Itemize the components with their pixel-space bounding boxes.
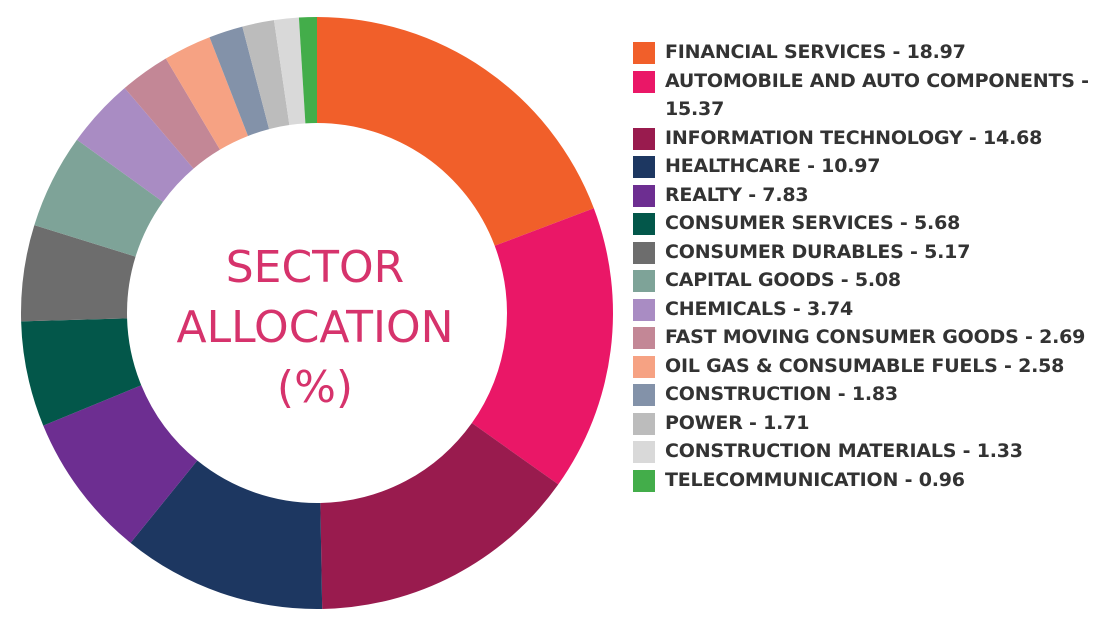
slice-consumer-durables [21,225,136,322]
slice-consumer-services [21,318,142,426]
legend-label: CHEMICALS - 3.74 [665,297,854,320]
legend-label: CONSTRUCTION MATERIALS - 1.33 [665,440,1023,462]
legend-label: AUTOMOBILE AND AUTO COMPONENTS - 15.37 [665,69,1089,121]
legend-item: CAPITAL GOODS - 5.08 [633,266,1103,295]
legend-item: CONSTRUCTION - 1.83 [633,380,1103,409]
slice-power [242,20,290,130]
slice-capital-goods [34,139,163,257]
legend-item: OIL GAS & CONSUMABLE FUELS - 2.58 [633,352,1103,381]
legend-swatch [633,42,655,64]
legend-item: CONSUMER SERVICES - 5.68 [633,209,1103,238]
legend-item: HEALTHCARE - 10.97 [633,152,1103,181]
chart-legend: FINANCIAL SERVICES - 18.97 AUTOMOBILE AND… [633,38,1103,494]
legend-swatch [633,270,655,292]
legend-swatch [633,355,655,378]
legend-swatch [633,412,655,435]
legend-swatch [633,70,655,93]
legend-swatch [633,213,655,235]
slice-information-technology [320,423,559,609]
slice-fast-moving-consumer-goods [124,58,220,169]
chart-title-line-2: ALLOCATION [176,302,454,353]
legend-label: POWER - 1.71 [665,411,810,434]
slice-telecommunication [298,17,317,124]
legend-swatch [633,184,655,207]
legend-swatch [633,298,655,321]
slice-chemicals [76,88,194,202]
slice-automobile-and-auto-components [471,208,613,485]
legend-item: AUTOMOBILE AND AUTO COMPONENTS - 15.37 [633,67,1103,124]
legend-item: CONSUMER DURABLES - 5.17 [633,238,1103,267]
legend-item: FINANCIAL SERVICES - 18.97 [633,38,1103,67]
legend-item: REALTY - 7.83 [633,181,1103,210]
legend-label: INFORMATION TECHNOLOGY - 14.68 [665,126,1043,149]
slice-construction-materials [273,17,306,126]
slice-realty [43,385,198,543]
legend-label: OIL GAS & CONSUMABLE FUELS - 2.58 [665,354,1065,377]
legend-label: HEALTHCARE - 10.97 [665,155,881,177]
chart-title: SECTOR ALLOCATION (%) [110,238,520,418]
legend-label: CONSUMER SERVICES - 5.68 [665,212,961,234]
legend-item: TELECOMMUNICATION - 0.96 [633,466,1103,495]
legend-label: CONSTRUCTION - 1.83 [665,383,898,405]
legend-swatch [633,127,655,150]
legend-swatch [633,469,655,492]
legend-swatch [633,241,655,264]
chart-title-line-1: SECTOR [225,242,405,293]
legend-item: CONSTRUCTION MATERIALS - 1.33 [633,437,1103,466]
legend-swatch [633,441,655,463]
legend-item: FAST MOVING CONSUMER GOODS - 2.69 [633,323,1103,352]
slice-financial-services [317,17,594,246]
legend-swatch [633,156,655,178]
legend-label: REALTY - 7.83 [665,183,809,206]
donut-chart [21,17,613,609]
legend-label: FINANCIAL SERVICES - 18.97 [665,41,966,63]
legend-swatch [633,384,655,406]
slice-oil-gas-consumable-fuels [165,37,249,150]
slice-healthcare [130,460,323,609]
legend-swatch [633,327,655,349]
legend-item: POWER - 1.71 [633,409,1103,438]
chart-title-line-3: (%) [276,362,354,413]
slice-construction [209,26,270,136]
legend-item: INFORMATION TECHNOLOGY - 14.68 [633,124,1103,153]
legend-label: FAST MOVING CONSUMER GOODS - 2.69 [665,326,1086,348]
legend-label: CONSUMER DURABLES - 5.17 [665,240,971,263]
legend-label: TELECOMMUNICATION - 0.96 [665,468,965,491]
legend-item: CHEMICALS - 3.74 [633,295,1103,324]
legend-label: CAPITAL GOODS - 5.08 [665,269,901,291]
